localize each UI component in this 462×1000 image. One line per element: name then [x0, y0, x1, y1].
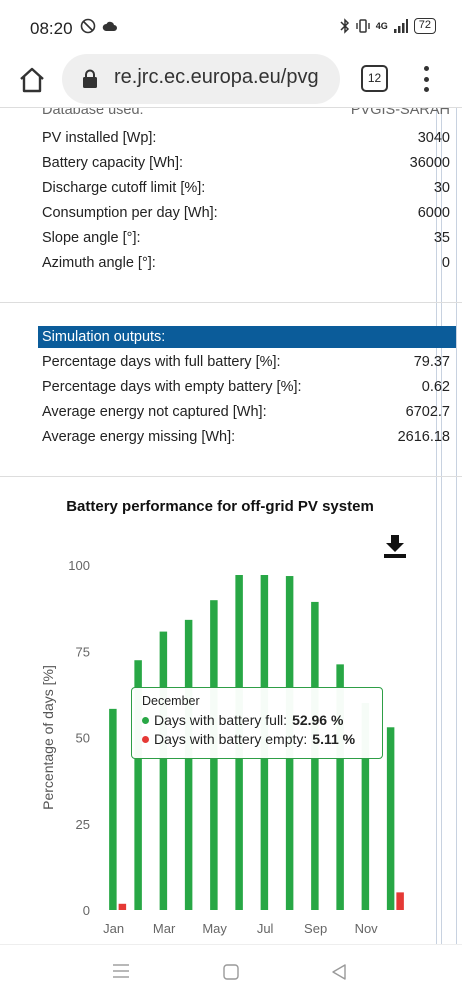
- y-tick-label: 0: [83, 903, 90, 918]
- chart-title: Battery performance for off-grid PV syst…: [66, 498, 374, 515]
- signal-icon: [393, 19, 408, 33]
- input-row: Consumption per day [Wh]: 6000: [42, 205, 450, 221]
- browser-toolbar: re.jrc.ec.europa.eu/pvg 12: [0, 52, 462, 108]
- download-icon[interactable]: [382, 533, 408, 559]
- cloud-icon: [102, 21, 117, 31]
- vibrate-icon: [356, 19, 370, 33]
- input-row: Database used: PVGIS-SARAH: [42, 108, 450, 118]
- bluetooth-icon: [340, 18, 349, 34]
- red-dot-icon: [142, 735, 149, 743]
- y-axis-label: Percentage of days [%]: [40, 665, 56, 810]
- url-text: re.jrc.ec.europa.eu/pvg: [114, 66, 319, 88]
- bar-full-oct: [336, 664, 344, 910]
- bar-full-dec: [386, 727, 395, 910]
- back-nav-icon[interactable]: [330, 963, 348, 981]
- output-row: Percentage days with full battery [%]: 7…: [42, 354, 450, 370]
- overflow-menu-button[interactable]: [414, 64, 438, 94]
- bar-full-mar: [159, 631, 168, 910]
- outputs-header: Simulation outputs:: [38, 326, 456, 348]
- input-row: Discharge cutoff limit [%]: 30: [42, 180, 450, 196]
- home-button[interactable]: [14, 62, 50, 98]
- tooltip-full-value: 52.96 %: [292, 712, 344, 728]
- input-row: Azimuth angle [°]: 0: [42, 255, 450, 271]
- status-time: 08:20: [30, 19, 73, 38]
- bar-empty-jan: [118, 903, 127, 910]
- bar-full-apr: [184, 619, 193, 910]
- battery-icon: 72: [413, 18, 436, 34]
- tooltip-title: December: [142, 694, 200, 708]
- x-tick-label: Jul: [257, 921, 274, 936]
- page-content[interactable]: Database used: PVGIS-SARAH PV installed …: [0, 108, 462, 944]
- home-icon: [20, 67, 44, 93]
- recents-menu-icon[interactable]: [112, 963, 130, 979]
- x-tick-label: Jan: [103, 921, 124, 936]
- system-nav-bar: [0, 944, 462, 1000]
- tooltip-full-label: Days with battery full:: [154, 712, 288, 728]
- status-bar: 08:20 4G 72: [0, 0, 462, 52]
- green-dot-icon: [142, 716, 149, 724]
- y-tick-label: 75: [76, 644, 90, 659]
- x-tick-label: Mar: [153, 921, 176, 936]
- x-tick-label: Sep: [304, 921, 327, 936]
- y-tick-label: 100: [68, 558, 90, 573]
- bar-full-feb: [134, 660, 142, 910]
- x-tick-label: Nov: [355, 921, 379, 936]
- input-row: Battery capacity [Wh]: 36000: [42, 155, 450, 171]
- tooltip-empty-value: 5.11 %: [312, 731, 356, 747]
- lock-icon: [83, 69, 97, 88]
- bar-empty-dec: [396, 892, 404, 910]
- x-tick-label: May: [202, 921, 227, 936]
- divider: [0, 302, 462, 303]
- bar-full-jan: [109, 708, 117, 910]
- output-row: Average energy not captured [Wh]: 6702.7: [42, 404, 450, 420]
- y-tick-label: 25: [76, 817, 90, 832]
- output-row: Average energy missing [Wh]: 2616.18: [42, 429, 450, 445]
- address-bar[interactable]: re.jrc.ec.europa.eu/pvg: [62, 54, 340, 104]
- network-type: 4G: [375, 21, 388, 31]
- do-not-disturb-icon: [80, 18, 96, 34]
- y-tick-label: 50: [76, 731, 90, 746]
- output-row: Percentage days with empty battery [%]: …: [42, 379, 450, 395]
- bar-full-nov: [361, 703, 370, 910]
- chart-tooltip: December Days with battery full: 52.96 %…: [131, 687, 383, 759]
- tooltip-empty-label: Days with battery empty:: [154, 731, 308, 747]
- tab-switcher-button[interactable]: 12: [361, 65, 388, 92]
- home-nav-icon[interactable]: [222, 963, 240, 981]
- input-row: Slope angle [°]: 35: [42, 230, 450, 246]
- input-row: PV installed [Wp]: 3040: [42, 130, 450, 146]
- divider: [0, 476, 462, 477]
